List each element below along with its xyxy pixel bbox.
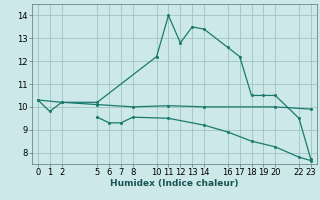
X-axis label: Humidex (Indice chaleur): Humidex (Indice chaleur) xyxy=(110,179,239,188)
